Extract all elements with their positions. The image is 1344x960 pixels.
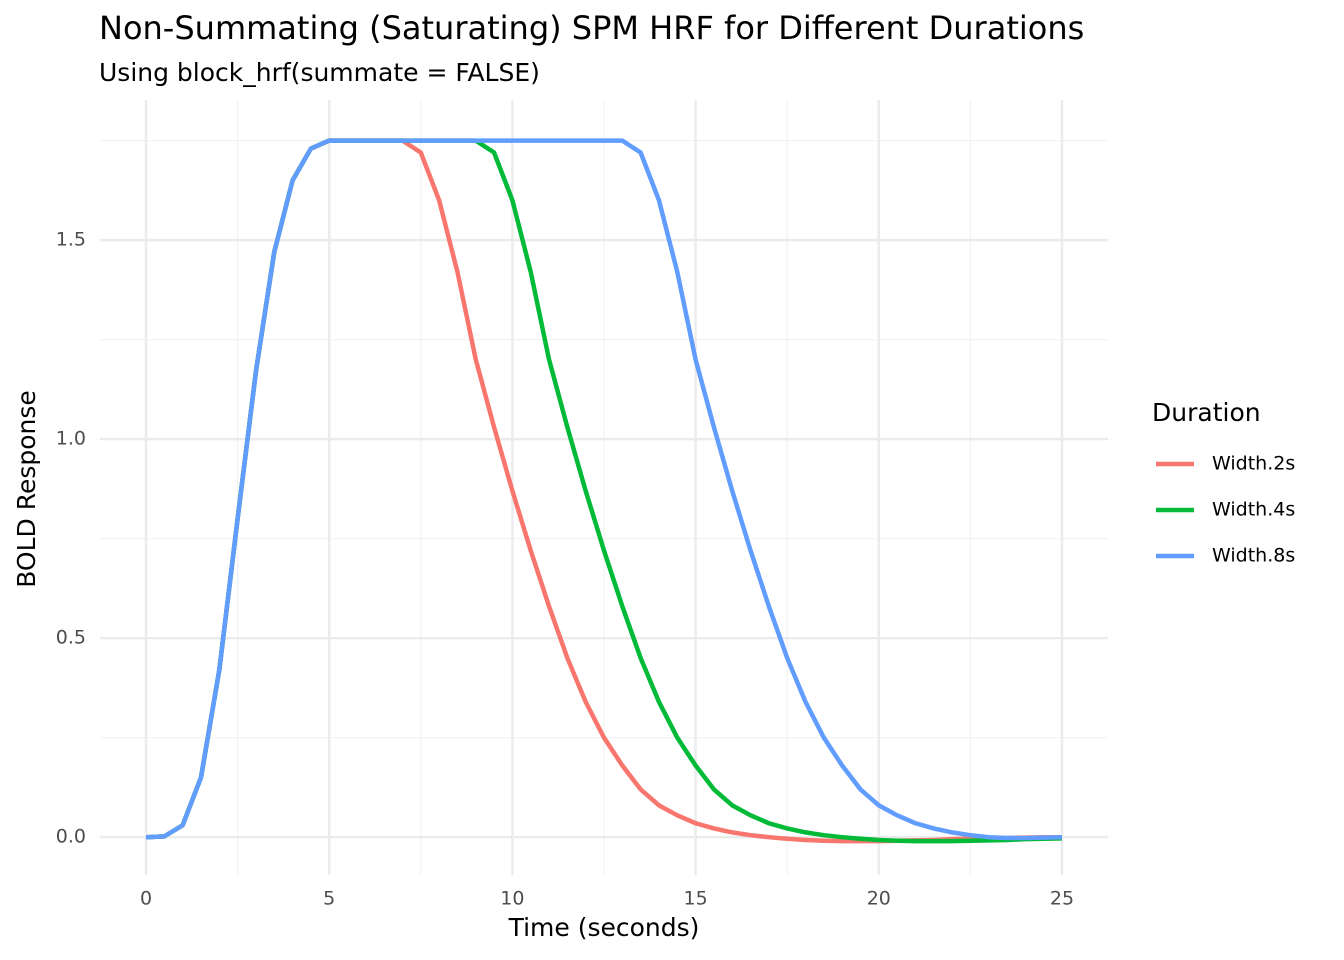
x-axis-title: Time (seconds)	[508, 913, 700, 942]
y-tick-label: 1.5	[56, 229, 86, 251]
x-tick-label: 0	[140, 888, 152, 910]
legend-label: Width.4s	[1212, 499, 1295, 521]
chart-subtitle: Using block_hrf(summate = FALSE)	[99, 58, 540, 87]
y-axis-title: BOLD Response	[12, 390, 41, 588]
y-tick-label: 1.0	[56, 428, 86, 450]
data-line	[145, 138, 1063, 841]
y-tick-label: 0.5	[56, 627, 86, 649]
x-tick-label: 20	[867, 888, 891, 910]
x-tick-label: 10	[500, 888, 524, 910]
x-tick-label: 25	[1050, 888, 1074, 910]
legend-label: Width.2s	[1212, 453, 1295, 475]
legend-title: Duration	[1152, 398, 1261, 427]
legend-label: Width.8s	[1212, 545, 1295, 567]
y-tick-label: 0.0	[56, 826, 86, 848]
chart-title: Non-Summating (Saturating) SPM HRF for D…	[99, 9, 1084, 47]
x-tick-label: 5	[323, 888, 335, 910]
x-tick-label: 15	[684, 888, 708, 910]
